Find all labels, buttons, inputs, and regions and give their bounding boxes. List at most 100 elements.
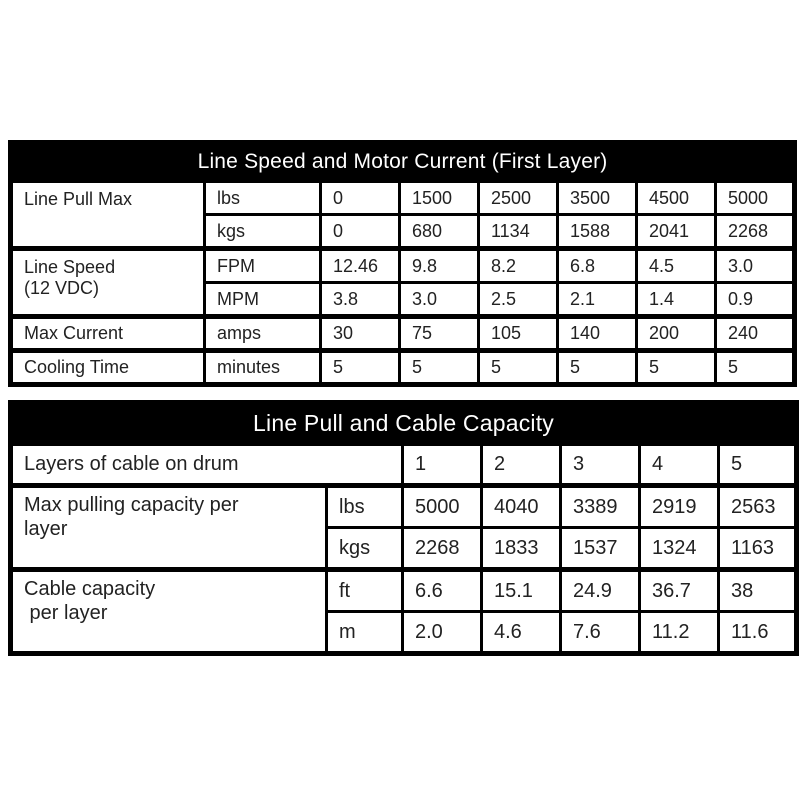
value-cell: 140	[556, 314, 638, 352]
value-cell: 1163	[716, 526, 799, 571]
value-cell: 4.6	[480, 610, 562, 655]
table-row: m 2.0 4.6 7.6 11.2 11.6	[11, 610, 799, 655]
row-label-line-pull-max: Line Pull Max	[9, 178, 206, 250]
table-row: Max pulling capacity per layer lbs 5000 …	[9, 483, 799, 571]
line-pull-cable-capacity-table: Line Pull and Cable Capacity Layers of c…	[8, 400, 800, 656]
line-speed-motor-current-table: Line Speed and Motor Current (First Laye…	[8, 140, 798, 387]
value-cell: 3500	[556, 178, 638, 216]
value-cell: 4040	[480, 483, 562, 529]
unit-cell: MPM	[203, 281, 322, 318]
unit-cell: kgs	[203, 213, 322, 250]
value-cell: 2563	[716, 483, 799, 529]
value-cell: 6.6	[401, 567, 483, 613]
value-cell: 30	[319, 314, 401, 352]
unit-cell: kgs	[325, 526, 404, 571]
row-label-text: Max Current	[24, 322, 124, 343]
table1-title: Line Speed and Motor Current (First Laye…	[8, 141, 797, 182]
value-cell: 240	[713, 314, 797, 352]
unit-cell: ft	[325, 567, 404, 613]
value-cell: 1833	[480, 526, 562, 571]
unit-cell: FPM	[203, 246, 322, 284]
row-label-text: Line Pull Max	[24, 189, 133, 209]
table-row: kgs 2268 1833 1537 1324 1163	[11, 526, 799, 571]
row-label-max-pulling-capacity: Max pulling capacity per layer	[9, 483, 328, 571]
value-cell: 6.8	[556, 246, 638, 284]
value-cell: 2.1	[556, 281, 638, 318]
row-label-text: layer	[24, 517, 68, 540]
row-label-text: Line Speed	[24, 257, 116, 277]
table1-title-row: Line Speed and Motor Current (First Laye…	[8, 141, 797, 182]
value-cell: 5	[398, 348, 480, 386]
value-cell: 8.2	[477, 246, 559, 284]
value-cell: 4500	[635, 178, 717, 216]
value-cell: 3.0	[398, 281, 480, 318]
value-cell: 2.5	[477, 281, 559, 318]
table-row: Line Pull Max lbs 0 1500 2500 3500 4500 …	[9, 178, 797, 250]
value-cell: 2041	[635, 213, 717, 250]
table-row: Cable capacity per layer ft 6.6 15.1 24.…	[9, 567, 799, 655]
value-cell: 2268	[713, 213, 797, 250]
value-cell: 3389	[559, 483, 641, 529]
row-label-line-speed: Line Speed (12 VDC)	[9, 246, 206, 318]
value-cell: 24.9	[559, 567, 641, 613]
value-cell: 5000	[401, 483, 483, 529]
unit-cell: lbs	[325, 483, 404, 529]
unit-cell: minutes	[203, 348, 322, 386]
value-cell: 5	[716, 441, 799, 487]
row-label-text: per layer	[24, 601, 108, 624]
value-cell: 2919	[638, 483, 720, 529]
row-label-cable-capacity: Cable capacity per layer	[9, 567, 328, 655]
value-cell: 11.2	[638, 610, 720, 655]
value-cell: 2268	[401, 526, 483, 571]
table-row: kgs 0 680 1134 1588 2041 2268	[11, 213, 797, 250]
value-cell: 2.0	[401, 610, 483, 655]
row-label-text: Max pulling capacity per	[24, 494, 239, 516]
row-label-text: (12 VDC)	[24, 278, 100, 299]
value-cell: 680	[398, 213, 480, 250]
value-cell: 1	[401, 441, 483, 487]
unit-cell: lbs	[203, 178, 322, 216]
table2-title-row: Line Pull and Cable Capacity	[8, 401, 799, 445]
row-label-layers: Layers of cable on drum	[9, 441, 404, 487]
value-cell: 5000	[713, 178, 797, 216]
page: Line Speed and Motor Current (First Laye…	[8, 140, 800, 656]
value-cell: 1588	[556, 213, 638, 250]
unit-cell: m	[325, 610, 404, 655]
unit-cell: amps	[203, 314, 322, 352]
value-cell: 1.4	[635, 281, 717, 318]
value-cell: 0	[319, 213, 401, 250]
row-label-cooling-time: Cooling Time	[9, 348, 206, 386]
value-cell: 1324	[638, 526, 720, 571]
value-cell: 2	[480, 441, 562, 487]
value-cell: 3.8	[319, 281, 401, 318]
value-cell: 1134	[477, 213, 559, 250]
value-cell: 0	[319, 178, 401, 216]
value-cell: 12.46	[319, 246, 401, 284]
value-cell: 11.6	[716, 610, 799, 655]
value-cell: 1500	[398, 178, 480, 216]
value-cell: 15.1	[480, 567, 562, 613]
row-label-max-current: Max Current	[9, 314, 206, 352]
value-cell: 9.8	[398, 246, 480, 284]
value-cell: 7.6	[559, 610, 641, 655]
value-cell: 1537	[559, 526, 641, 571]
table-row: Cooling Time minutes 5 5 5 5 5 5	[9, 348, 797, 386]
value-cell: 5	[556, 348, 638, 386]
value-cell: 3.0	[713, 246, 797, 284]
value-cell: 0.9	[713, 281, 797, 318]
table-row: MPM 3.8 3.0 2.5 2.1 1.4 0.9	[11, 281, 797, 318]
value-cell: 4	[638, 441, 720, 487]
value-cell: 5	[477, 348, 559, 386]
value-cell: 4.5	[635, 246, 717, 284]
table2-title: Line Pull and Cable Capacity	[8, 401, 799, 445]
value-cell: 5	[713, 348, 797, 386]
table-row: Layers of cable on drum 1 2 3 4 5	[9, 441, 799, 487]
value-cell: 5	[635, 348, 717, 386]
row-label-text: Cooling Time	[24, 356, 130, 377]
value-cell: 3	[559, 441, 641, 487]
value-cell: 75	[398, 314, 480, 352]
row-label-text: Cable capacity	[24, 578, 156, 600]
table-row: Line Speed (12 VDC) FPM 12.46 9.8 8.2 6.…	[9, 246, 797, 318]
value-cell: 200	[635, 314, 717, 352]
value-cell: 105	[477, 314, 559, 352]
